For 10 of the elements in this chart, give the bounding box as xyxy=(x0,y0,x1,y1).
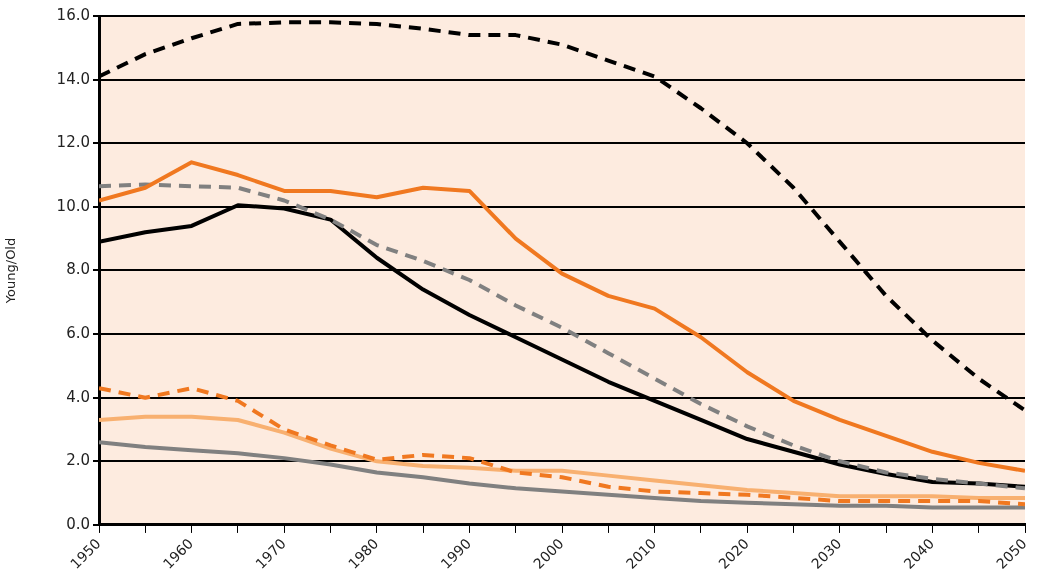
y-tick-label: 12.0 xyxy=(56,133,90,152)
y-tick-label: 0.0 xyxy=(66,514,90,533)
y-tick-label: 2.0 xyxy=(66,451,90,470)
y-tick-label: 8.0 xyxy=(66,260,90,279)
y-tick-label: 16.0 xyxy=(56,5,90,24)
y-tick-label: 6.0 xyxy=(66,323,90,342)
y-tick-label: 4.0 xyxy=(66,387,90,406)
y-tick-label: 10.0 xyxy=(56,196,90,215)
y-axis-title: Young/Old xyxy=(3,237,19,305)
y-tick-label: 14.0 xyxy=(56,69,90,88)
